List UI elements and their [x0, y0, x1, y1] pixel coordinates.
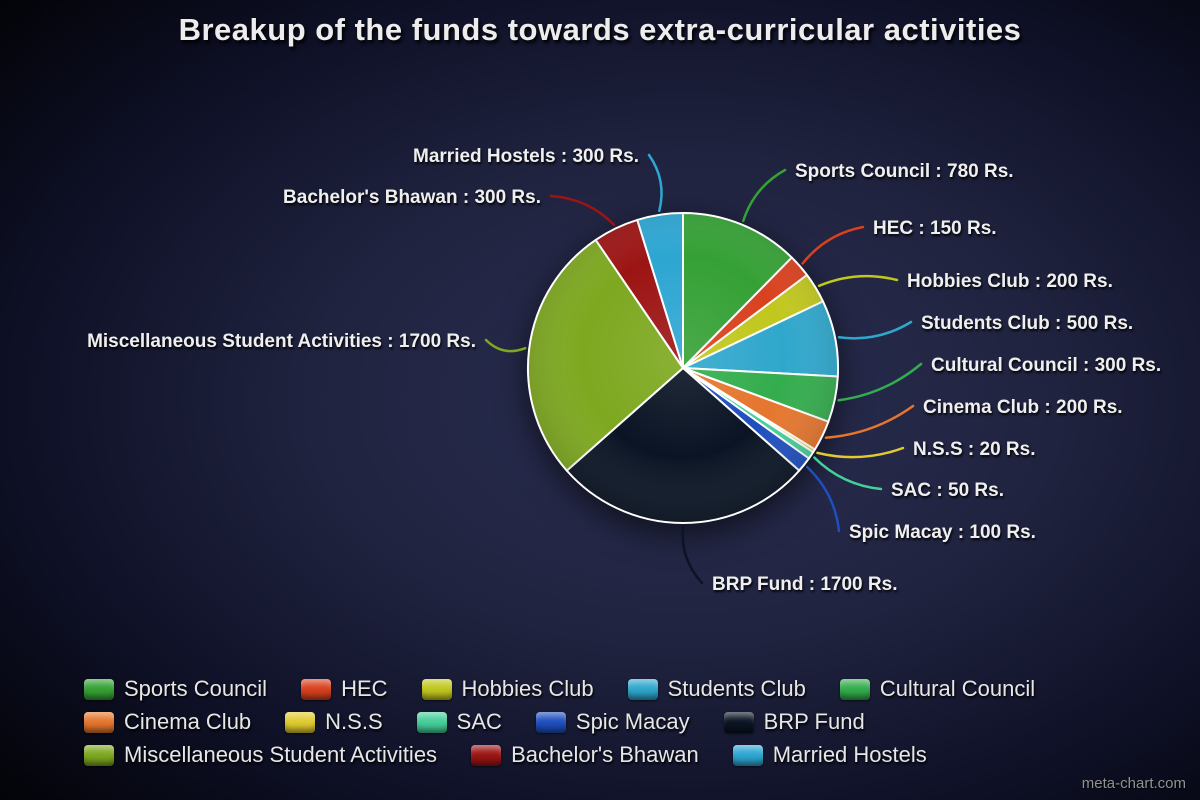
legend-item: Hobbies Club: [421, 676, 594, 702]
callout-line: [824, 404, 915, 439]
callout-line: [837, 320, 913, 340]
legend-item: SAC: [416, 709, 502, 735]
legend-label: N.S.S: [325, 709, 383, 734]
callout-line: [801, 225, 865, 265]
legend-item: Cultural Council: [839, 676, 1036, 702]
legend-label: SAC: [456, 709, 502, 734]
chart-title: Breakup of the funds towards extra-curri…: [178, 12, 1022, 47]
legend-row: Cinema Club N.S.S SAC Spic Macay BRP Fund: [84, 709, 1035, 735]
legend-item: BRP Fund: [723, 709, 865, 735]
legend-swatch: [839, 678, 870, 700]
legend-label: BRP Fund: [763, 709, 865, 734]
legend-swatch: [627, 678, 658, 700]
legend-label: Married Hostels: [772, 742, 927, 767]
legend-item: Miscellaneous Student Activities: [84, 742, 437, 768]
legend-swatch: [416, 711, 447, 733]
legend-item: Married Hostels: [732, 742, 927, 768]
slice-label: Hobbies Club : 200 Rs.: [907, 271, 1113, 292]
legend-item: HEC: [301, 676, 388, 702]
legend-label: Cinema Club: [124, 709, 252, 734]
legend-swatch: [84, 678, 114, 700]
slice-label: SAC : 50 Rs.: [891, 480, 1004, 501]
slice-label: Students Club : 500 Rs.: [921, 313, 1133, 334]
slice-label: HEC : 150 Rs.: [873, 218, 997, 239]
watermark: meta-chart.com: [1081, 775, 1186, 792]
legend-swatch: [471, 744, 502, 766]
callout-line: [742, 168, 787, 223]
legend-swatch: [84, 711, 114, 733]
legend-label: HEC: [341, 676, 388, 701]
slice-label: Cinema Club : 200 Rs.: [923, 397, 1123, 418]
legend-item: Cinema Club: [84, 709, 251, 735]
callout-line: [816, 446, 905, 459]
legend-swatch: [732, 744, 763, 766]
callout-lines: [484, 153, 923, 585]
callout-line: [837, 362, 923, 402]
slice-label: N.S.S : 20 Rs.: [913, 439, 1036, 460]
legend-label: Bachelor's Bhawan: [511, 742, 699, 767]
callout-line: [647, 153, 663, 213]
callout-line: [813, 456, 883, 491]
legend: Sports Council HEC Hobbies Club Students Cl…: [84, 676, 1035, 768]
callout-line: [681, 525, 704, 585]
slice-label: Married Hostels : 300 Rs.: [413, 146, 639, 167]
slice-label: Miscellaneous Student Activities : 1700 …: [87, 331, 476, 352]
callout-line: [806, 465, 841, 533]
legend-label: Hobbies Club: [461, 676, 594, 701]
callout-labels: Sports Council : 780 Rs. HEC : 150 Rs. Hob…: [87, 146, 1161, 595]
legend-swatch: [535, 711, 566, 733]
legend-item: Spic Macay: [535, 709, 690, 735]
slice-label: Sports Council : 780 Rs.: [795, 161, 1014, 182]
callout-line: [817, 274, 899, 288]
pie-slices: [526, 212, 840, 525]
callout-line: [549, 194, 616, 226]
slice-label: Spic Macay : 100 Rs.: [849, 522, 1036, 543]
slice-label: Bachelor's Bhawan : 300 Rs.: [283, 187, 541, 208]
legend-item: N.S.S: [285, 709, 383, 735]
legend-label: Cultural Council: [879, 676, 1036, 701]
callout-line: [484, 338, 527, 353]
legend-swatch: [285, 711, 316, 733]
legend-swatch: [723, 711, 754, 733]
slice-label: BRP Fund : 1700 Rs.: [712, 574, 897, 595]
legend-swatch: [84, 744, 114, 766]
legend-row: Miscellaneous Student Activities Bachelor…: [84, 742, 1035, 768]
legend-label: Miscellaneous Student Activities: [124, 742, 438, 767]
legend-item: Bachelor's Bhawan: [471, 742, 699, 768]
legend-label: Sports Council: [124, 676, 268, 701]
slice-label: Cultural Council : 300 Rs.: [931, 355, 1161, 376]
legend-item: Students Club: [627, 676, 806, 702]
pie-shading: [529, 214, 837, 522]
legend-swatch: [301, 678, 332, 700]
legend-row: Sports Council HEC Hobbies Club Students Cl…: [84, 676, 1035, 702]
legend-item: Sports Council: [84, 676, 267, 702]
legend-label: Students Club: [667, 676, 806, 701]
legend-label: Spic Macay: [575, 709, 690, 734]
legend-swatch: [421, 678, 452, 700]
